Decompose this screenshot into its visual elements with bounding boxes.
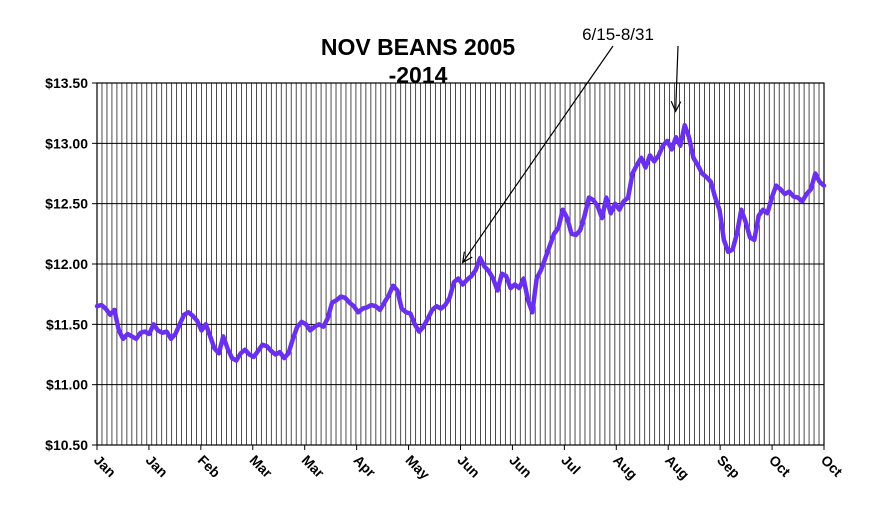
- series-line: [94, 122, 827, 363]
- annotation-arrow-start: [462, 45, 614, 263]
- y-tick-label: $11.00: [46, 377, 88, 393]
- chart-title-line-1: NOV BEANS 2005: [321, 34, 516, 60]
- y-tick-label: $11.50: [46, 316, 88, 332]
- annotation-arrow-start-head: [461, 251, 473, 264]
- annotation-label: 6/15-8/31: [582, 25, 654, 44]
- date-range-annotation: 6/15-8/31: [461, 25, 682, 264]
- y-tick-label: $12.00: [45, 256, 88, 272]
- chart-title-line-2: -2014: [389, 62, 448, 88]
- y-axis-ticks: $10.50 $11.00 $11.50 $12.00 $12.50 $13.00 $13.…: [45, 75, 97, 453]
- y-tick-label: $12.50: [45, 196, 88, 212]
- y-tick-label: $13.00: [45, 135, 88, 151]
- annotation-arrow-end: [675, 45, 679, 112]
- annotation-arrow-end-head: [670, 101, 682, 113]
- y-tick-label: $13.50: [45, 75, 88, 91]
- y-tick-label: $10.50: [45, 437, 88, 453]
